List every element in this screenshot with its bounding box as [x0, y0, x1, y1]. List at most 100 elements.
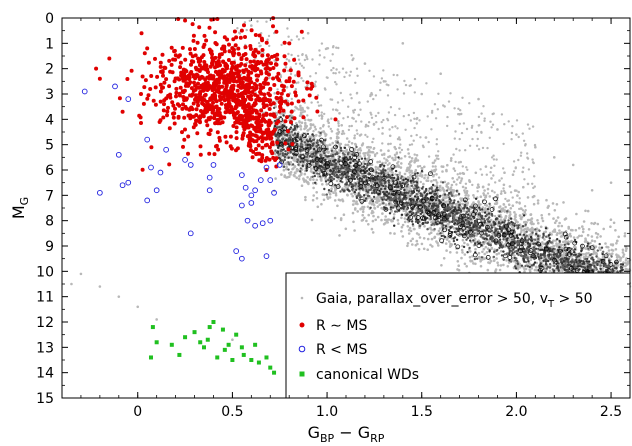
gaia-point: [397, 165, 401, 169]
gaia-point: [404, 128, 407, 131]
gaia-point: [400, 162, 403, 165]
gaia-point: [594, 231, 598, 235]
gaia-point: [431, 245, 434, 248]
gaia-point: [286, 27, 289, 30]
gaia-point: [322, 198, 326, 202]
gaia-dense-point: [466, 236, 470, 240]
gaia-dense-point: [318, 172, 321, 176]
gaia-dense-point: [501, 221, 504, 224]
gaia-point: [467, 197, 470, 200]
gaia-point: [498, 268, 502, 272]
gaia-dense-point: [339, 146, 343, 150]
gaia-point: [354, 207, 357, 210]
gaia-point: [415, 117, 418, 121]
gaia-point: [420, 242, 424, 246]
gaia-point: [416, 177, 420, 180]
gaia-dense-point: [523, 260, 526, 263]
gaia-dense-point: [276, 146, 280, 149]
gaia-point: [372, 202, 375, 206]
gaia-point: [337, 120, 340, 123]
gaia-point: [409, 239, 413, 243]
gaia-point: [343, 150, 346, 153]
gaia-dense-point: [358, 177, 362, 180]
gaia-point: [521, 216, 524, 219]
gaia-point: [464, 194, 468, 197]
gaia-point: [514, 213, 517, 216]
gaia-dense-point: [414, 172, 417, 176]
gaia-point: [285, 165, 289, 169]
gaia-point: [370, 227, 374, 231]
gaia-dense-point: [539, 253, 543, 256]
gaia-point: [415, 239, 419, 243]
gaia-point: [471, 183, 474, 187]
gaia-point: [259, 44, 262, 47]
gaia-point: [297, 54, 300, 58]
gaia-point: [339, 91, 342, 95]
gaia-point: [356, 74, 359, 78]
gaia-point: [288, 60, 291, 63]
gaia-point: [370, 116, 374, 120]
gaia-point: [302, 177, 305, 180]
gaia-point: [608, 252, 611, 256]
gaia-point: [477, 200, 480, 203]
gaia-point: [430, 228, 433, 231]
gaia-point: [273, 92, 277, 95]
gaia-point: [458, 112, 461, 116]
gaia-point: [308, 135, 311, 138]
gaia-point: [371, 140, 374, 144]
gaia-point: [384, 215, 388, 218]
gaia-point: [453, 107, 456, 110]
gaia-dense-point: [488, 234, 491, 237]
gaia-point: [436, 241, 439, 245]
gaia-dense-point: [319, 167, 322, 170]
gaia-dense-point: [590, 253, 593, 256]
gaia-point: [537, 221, 540, 225]
gaia-point: [300, 64, 304, 68]
gaia-point: [624, 249, 628, 252]
gaia-point: [418, 164, 422, 168]
gaia-point: [398, 138, 402, 141]
gaia-dense-point: [544, 262, 548, 266]
gaia-point: [313, 83, 316, 86]
gaia-point: [284, 162, 288, 165]
gaia-dense-point: [385, 198, 388, 202]
gaia-point: [461, 202, 465, 206]
gaia-point: [450, 157, 453, 160]
gaia-dense-point: [481, 236, 484, 239]
gaia-point: [486, 187, 490, 191]
gaia-point: [558, 229, 561, 232]
gaia-point: [301, 53, 304, 57]
gaia-dense-point: [354, 188, 358, 192]
gaia-point: [383, 153, 386, 156]
gaia-point: [393, 158, 397, 162]
gaia-point: [481, 258, 484, 261]
gaia-point: [289, 173, 292, 176]
gaia-dense-point: [287, 156, 290, 159]
gaia-point: [401, 42, 405, 45]
gaia-point: [492, 174, 495, 177]
gaia-point: [499, 249, 503, 253]
gaia-point: [389, 218, 393, 222]
gaia-point: [397, 222, 400, 225]
gaia-point: [352, 220, 355, 224]
gaia-point: [518, 214, 522, 217]
gaia-point: [587, 255, 590, 258]
gaia-dense-point: [288, 163, 291, 166]
gaia-point: [402, 209, 406, 212]
gaia-dense-point: [518, 233, 522, 236]
gaia-point: [368, 154, 371, 157]
gaia-point: [532, 222, 535, 226]
gaia-dense-point: [479, 208, 482, 211]
gaia-point: [431, 165, 435, 168]
gaia-point: [350, 124, 353, 128]
gaia-dense-point: [514, 267, 518, 270]
gaia-dense-point: [436, 195, 439, 198]
gaia-point: [420, 92, 424, 96]
gaia-point: [388, 134, 392, 138]
gaia-point: [290, 53, 293, 57]
gaia-point: [309, 170, 313, 173]
gaia-point: [351, 211, 355, 215]
gaia-point: [499, 205, 502, 208]
gaia-point: [371, 231, 375, 234]
gaia-point: [398, 107, 401, 111]
